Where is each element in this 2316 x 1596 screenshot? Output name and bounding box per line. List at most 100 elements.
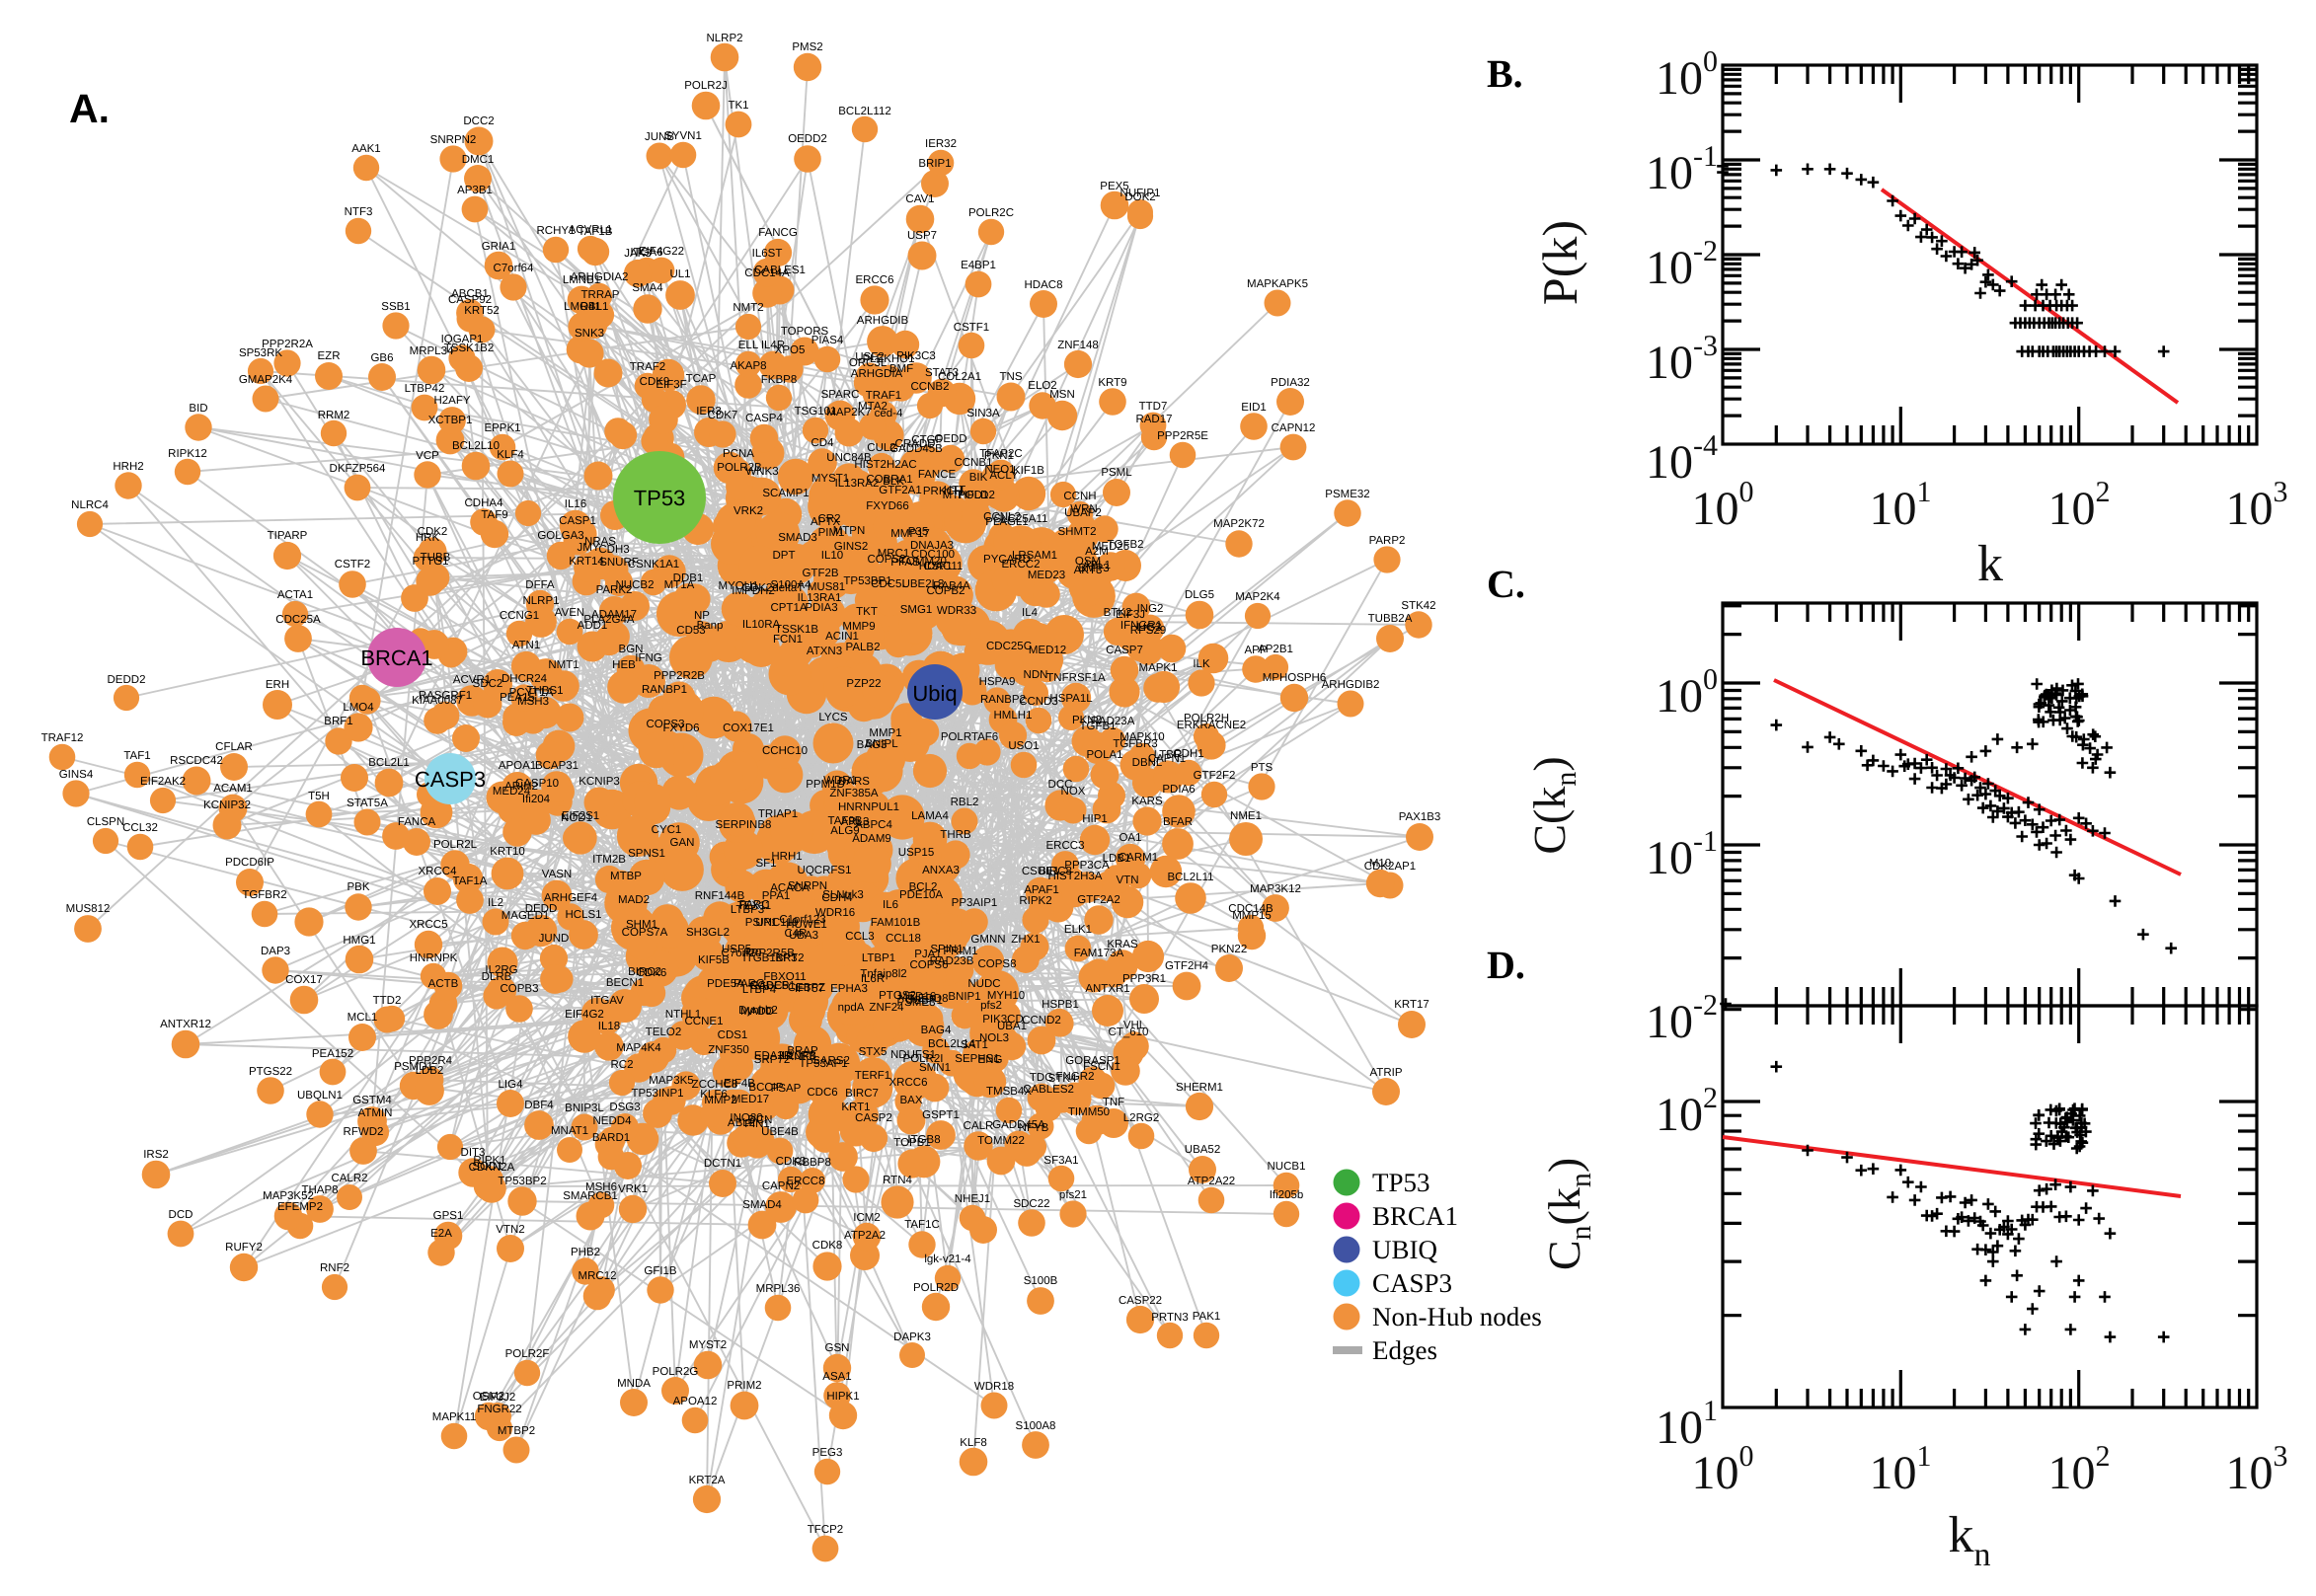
svg-text:BAX: BAX (899, 1095, 922, 1106)
svg-text:AP3B1: AP3B1 (457, 185, 493, 196)
svg-text:CASP2: CASP2 (855, 1112, 892, 1124)
svg-text:KRT9: KRT9 (1098, 377, 1126, 389)
svg-text:ITGB1BP3: ITGB1BP3 (743, 952, 798, 964)
svg-text:TP53: TP53 (634, 486, 686, 510)
svg-text:CASP3: CASP3 (1372, 1268, 1452, 1298)
svg-text:100: 100 (1656, 45, 1718, 105)
svg-text:ZNF385A: ZNF385A (829, 788, 879, 799)
svg-text:PSME32: PSME32 (1325, 489, 1369, 500)
svg-text:SERPINB8: SERPINB8 (716, 819, 772, 831)
svg-text:BRCA1: BRCA1 (1372, 1201, 1458, 1231)
svg-text:TKT: TKT (856, 606, 878, 618)
svg-text:POLR2F: POLR2F (505, 1348, 550, 1360)
svg-text:BCL2: BCL2 (909, 881, 938, 893)
svg-text:PPP2R5B: PPP2R5B (743, 948, 795, 959)
svg-text:CDH3: CDH3 (598, 544, 629, 556)
svg-text:KLF8: KLF8 (960, 1437, 987, 1449)
svg-text:CFLAR: CFLAR (215, 741, 253, 753)
svg-text:AKT3: AKT3 (1074, 565, 1103, 576)
svg-text:POLRTAF6: POLRTAF6 (941, 731, 998, 743)
svg-text:MYOU1: MYOU1 (719, 580, 759, 592)
svg-text:CCND2: CCND2 (1022, 1015, 1061, 1026)
svg-text:MYST2: MYST2 (689, 1339, 727, 1351)
svg-text:PTS: PTS (1251, 762, 1274, 774)
svg-text:TIPARP: TIPARP (268, 530, 308, 542)
svg-text:EID1: EID1 (1241, 402, 1267, 414)
svg-text:USO1: USO1 (1008, 740, 1039, 752)
svg-text:CCL3: CCL3 (845, 931, 874, 943)
svg-text:ARHGDIB2: ARHGDIB2 (1322, 679, 1380, 691)
svg-text:AAK1: AAK1 (351, 143, 380, 155)
svg-text:LTBR: LTBR (1154, 749, 1183, 761)
svg-text:Non-Hub nodes: Non-Hub nodes (1372, 1302, 1542, 1331)
svg-text:100: 100 (1692, 476, 1754, 535)
svg-text:GADD45B: GADD45B (889, 443, 943, 455)
svg-text:CDC25A: CDC25A (275, 614, 321, 626)
svg-text:WNK3: WNK3 (745, 466, 778, 478)
svg-text:PIK3CD: PIK3CD (982, 1014, 1024, 1026)
svg-text:BRF1: BRF1 (324, 716, 352, 727)
svg-text:GFI1B: GFI1B (644, 1265, 677, 1277)
svg-text:ACACA: ACACA (770, 882, 810, 894)
svg-text:SPARC: SPARC (821, 389, 860, 401)
svg-text:MED25: MED25 (1092, 541, 1129, 553)
svg-text:ITGAV: ITGAV (590, 995, 624, 1007)
svg-text:ATXN3: ATXN3 (807, 646, 842, 657)
svg-text:WRN: WRN (1070, 503, 1097, 515)
svg-text:SHM1: SHM1 (626, 919, 657, 931)
svg-text:PBK: PBK (347, 881, 369, 893)
svg-text:GAN: GAN (670, 837, 695, 849)
svg-text:pfs2: pfs2 (980, 1000, 1002, 1012)
svg-text:DBF4: DBF4 (524, 1100, 554, 1111)
svg-text:RBL2: RBL2 (951, 797, 979, 808)
svg-text:AVEN: AVEN (555, 607, 584, 619)
svg-text:S100A4: S100A4 (771, 579, 812, 591)
svg-text:SF3A1: SF3A1 (1043, 1155, 1078, 1167)
svg-text:IL6ST: IL6ST (752, 248, 783, 260)
svg-text:KCNIP32: KCNIP32 (203, 799, 251, 811)
svg-text:ITM2B: ITM2B (592, 854, 626, 866)
svg-text:VTN: VTN (1117, 874, 1139, 886)
svg-text:SMAD3: SMAD3 (778, 532, 817, 544)
svg-text:CASP4: CASP4 (745, 413, 783, 424)
svg-text:PPP3CA: PPP3CA (1064, 860, 1110, 872)
svg-text:GMNN: GMNN (970, 934, 1005, 946)
svg-text:BID: BID (189, 403, 207, 415)
svg-text:10-4: 10-4 (1646, 429, 1718, 489)
svg-text:PDCD6IP: PDCD6IP (225, 857, 274, 869)
svg-text:PCYT1A: PCYT1A (509, 687, 554, 699)
svg-text:GTF2A1: GTF2A1 (879, 485, 921, 496)
svg-text:MMP2: MMP2 (704, 1095, 736, 1106)
svg-text:TEX11: TEX11 (737, 900, 771, 912)
svg-text:ING2: ING2 (1137, 603, 1164, 615)
svg-text:UBAP2: UBAP2 (1064, 507, 1102, 519)
svg-text:TNFRSF1A: TNFRSF1A (1046, 672, 1106, 684)
svg-text:E4BP1: E4BP1 (961, 260, 996, 271)
svg-text:CRADD: CRADD (895, 438, 936, 450)
svg-text:EIF3J: EIF3J (1116, 609, 1145, 621)
svg-text:NOD1: NOD1 (561, 812, 592, 824)
svg-text:103: 103 (2226, 476, 2288, 535)
svg-text:RAD23A: RAD23A (1091, 716, 1135, 727)
svg-text:ABPC4: ABPC4 (855, 819, 892, 831)
svg-text:HMG1: HMG1 (343, 935, 375, 947)
svg-text:HRK: HRK (416, 532, 440, 544)
svg-text:TP53BP1: TP53BP1 (843, 575, 891, 587)
svg-text:DBNL: DBNL (1132, 757, 1163, 769)
svg-text:ICM2: ICM2 (853, 1212, 880, 1224)
svg-text:CTGF: CTGF (911, 434, 942, 446)
svg-text:IFT57: IFT57 (795, 983, 824, 995)
svg-text:CCNB2: CCNB2 (911, 381, 950, 393)
svg-text:IMPDH2: IMPDH2 (732, 585, 774, 597)
svg-text:ITGB8: ITGB8 (907, 1134, 940, 1146)
svg-text:ARHGDIB: ARHGDIB (857, 315, 909, 327)
svg-text:ACAM1: ACAM1 (213, 783, 253, 795)
svg-text:CDK2deltaT: CDK2deltaT (742, 582, 805, 594)
svg-text:TCAP: TCAP (686, 373, 717, 385)
svg-text:ARL3: ARL3 (841, 816, 870, 828)
svg-text:CDC6: CDC6 (807, 1087, 837, 1099)
svg-text:PARK2: PARK2 (596, 584, 633, 596)
svg-text:VCP: VCP (416, 450, 439, 462)
svg-text:TP53INP1: TP53INP1 (631, 1088, 683, 1100)
svg-text:NLRP1: NLRP1 (522, 595, 559, 607)
